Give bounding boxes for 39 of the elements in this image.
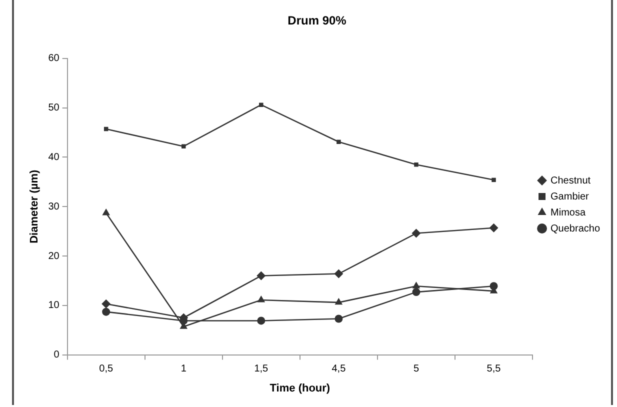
point (412, 282, 420, 288)
y-tick-label: 0 (54, 350, 60, 361)
point (489, 223, 498, 232)
y-tick-label: 10 (48, 300, 60, 312)
point (334, 298, 343, 305)
point (257, 316, 266, 325)
point (102, 308, 110, 316)
point (492, 178, 496, 182)
point (334, 269, 344, 278)
y-tick-label: 60 (48, 53, 60, 64)
point (102, 299, 111, 308)
x-tick-label: 1,5 (254, 364, 269, 375)
point (334, 314, 343, 323)
point (256, 271, 266, 280)
y-tick-label: 30 (48, 201, 60, 212)
x-tick-label: 1 (180, 364, 187, 375)
x-axis-title: Time (hour) (270, 382, 330, 394)
point (259, 102, 264, 107)
x-tick-label: 5 (413, 364, 420, 375)
point (490, 282, 498, 290)
x-tick-label: 5,5 (486, 364, 502, 375)
point (336, 140, 341, 144)
point (182, 144, 186, 148)
chart-title: Drum 90% (288, 14, 347, 28)
legend-label: Quebracho (550, 223, 600, 234)
point (257, 295, 266, 302)
legend-label: Gambier (550, 191, 590, 202)
x-tick-label: 4,5 (332, 364, 346, 375)
point (412, 288, 420, 296)
point (412, 228, 421, 238)
y-axis-title: Diameter (µm) (28, 169, 41, 244)
legend-label: Mimosa (550, 207, 586, 218)
x-tick-label: 0,5 (99, 364, 114, 375)
legend-label: Chestnut (550, 175, 591, 186)
y-tick-label: 20 (48, 250, 60, 262)
y-tick-label: 40 (48, 152, 60, 163)
y-tick-label: 50 (48, 102, 60, 114)
point (102, 208, 110, 216)
point (414, 162, 418, 167)
